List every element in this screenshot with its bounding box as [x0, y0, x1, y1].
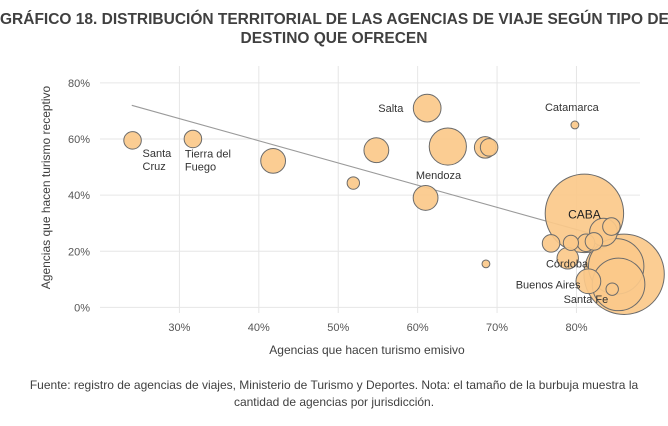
data-label: Cruz [143, 161, 166, 173]
chart-title-line-2: DESTINO QUE OFRECEN [240, 30, 428, 47]
bubble [481, 259, 491, 269]
bubble [260, 147, 287, 174]
data-label: CABA [568, 207, 601, 221]
data-label: Santa Fe [564, 294, 609, 306]
x-tick-label: 60% [407, 322, 429, 334]
bubble [575, 268, 602, 295]
data-label: Fuego [185, 162, 216, 174]
data-label: Santa [143, 148, 173, 160]
x-axis-label: Agencias que hacen turismo emisivo [269, 343, 465, 357]
y-tick-label: 20% [68, 246, 90, 258]
source-note-line-2: cantidad de agencias por jurisdicción. [233, 395, 435, 409]
bubble-santa-cruz [123, 131, 142, 150]
bubble [584, 232, 604, 251]
y-axis-label: Agencias que hacen turismo receptivo [39, 85, 53, 289]
data-label: Salta [378, 103, 404, 115]
x-tick-label: 50% [327, 322, 349, 334]
x-tick-label: 40% [248, 322, 270, 334]
x-tick-label: 30% [168, 322, 190, 334]
y-tick-label: 0% [74, 302, 90, 314]
trendline [131, 104, 625, 244]
data-label: Catamarca [545, 102, 600, 114]
x-tick-label: 70% [486, 322, 508, 334]
bubble-salta [412, 93, 442, 123]
source-note-line-1: Fuente: registro de agencias de viajes, … [29, 378, 639, 392]
bubble [363, 137, 390, 164]
data-label: Buenos Aires [516, 279, 581, 291]
data-label: Córdoba [546, 258, 589, 270]
source-note: Fuente: registro de agencias de viajes, … [0, 377, 668, 411]
bubble-tierra-del-fuego [183, 129, 203, 149]
bubble [602, 217, 621, 236]
bubble-mendoza [428, 127, 467, 166]
bubble-santa-fe [605, 282, 619, 296]
data-label: Mendoza [416, 170, 462, 182]
bubble-catamarca [570, 120, 580, 130]
y-tick-label: 80% [68, 78, 90, 90]
bubble [479, 138, 499, 157]
bubble [412, 185, 439, 211]
chart-title-line-1: GRÁFICO 18. DISTRIBUCIÓN TERRITORIAL DE … [0, 11, 668, 28]
bubble [562, 234, 580, 251]
bubble [346, 176, 361, 190]
y-tick-label: 40% [68, 190, 90, 202]
x-tick-label: 80% [565, 322, 587, 334]
bubble [541, 234, 561, 253]
y-tick-label: 60% [68, 134, 90, 146]
data-label: Tierra del [185, 149, 231, 161]
chart-title: GRÁFICO 18. DISTRIBUCIÓN TERRITORIAL DE … [0, 10, 668, 48]
